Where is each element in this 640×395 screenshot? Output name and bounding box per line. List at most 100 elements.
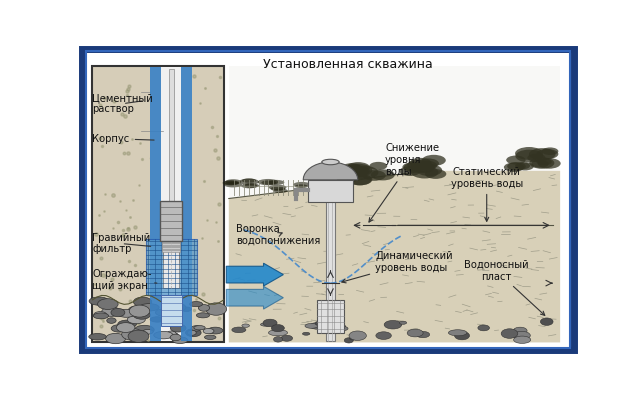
Ellipse shape	[281, 335, 292, 341]
Bar	[169, 69, 173, 233]
Ellipse shape	[116, 323, 135, 333]
Ellipse shape	[411, 166, 438, 179]
Ellipse shape	[336, 326, 348, 331]
Ellipse shape	[362, 170, 386, 181]
Ellipse shape	[527, 154, 545, 162]
Ellipse shape	[129, 305, 150, 317]
Bar	[317, 300, 344, 333]
Bar	[150, 67, 193, 341]
Ellipse shape	[399, 166, 420, 176]
Ellipse shape	[542, 147, 558, 155]
Bar	[163, 248, 180, 252]
Ellipse shape	[416, 331, 429, 338]
Ellipse shape	[118, 320, 136, 328]
Ellipse shape	[407, 160, 429, 170]
Ellipse shape	[310, 323, 324, 329]
Ellipse shape	[150, 317, 164, 322]
Polygon shape	[303, 162, 358, 180]
Ellipse shape	[273, 337, 283, 342]
Ellipse shape	[134, 297, 152, 307]
Ellipse shape	[260, 323, 271, 326]
Ellipse shape	[268, 180, 284, 185]
Ellipse shape	[349, 175, 371, 185]
Ellipse shape	[127, 316, 145, 324]
Ellipse shape	[417, 158, 439, 168]
Ellipse shape	[515, 147, 543, 160]
Ellipse shape	[89, 333, 106, 340]
Text: Снижение
уровня
воды: Снижение уровня воды	[369, 143, 439, 222]
Bar	[163, 247, 180, 250]
Ellipse shape	[531, 160, 548, 168]
Ellipse shape	[170, 334, 181, 341]
Ellipse shape	[329, 324, 346, 331]
Ellipse shape	[239, 179, 259, 185]
Ellipse shape	[242, 179, 256, 183]
Ellipse shape	[97, 299, 118, 309]
Ellipse shape	[506, 156, 525, 164]
Ellipse shape	[223, 181, 238, 185]
Ellipse shape	[422, 155, 446, 166]
Ellipse shape	[305, 324, 318, 328]
Ellipse shape	[515, 150, 543, 162]
Ellipse shape	[188, 330, 196, 335]
Ellipse shape	[346, 165, 364, 173]
Ellipse shape	[89, 297, 109, 305]
Ellipse shape	[344, 338, 353, 343]
Ellipse shape	[173, 315, 182, 320]
Ellipse shape	[347, 174, 372, 185]
Ellipse shape	[225, 179, 241, 184]
Ellipse shape	[295, 184, 308, 188]
Ellipse shape	[205, 303, 227, 315]
Bar	[308, 180, 353, 201]
Ellipse shape	[376, 332, 391, 339]
Ellipse shape	[410, 158, 431, 168]
Ellipse shape	[404, 162, 425, 172]
Ellipse shape	[128, 330, 149, 342]
Bar	[326, 188, 335, 341]
Ellipse shape	[203, 328, 214, 334]
Ellipse shape	[384, 320, 402, 329]
Bar	[163, 242, 180, 245]
Ellipse shape	[417, 164, 442, 176]
Bar	[163, 237, 180, 241]
Ellipse shape	[303, 332, 310, 335]
Ellipse shape	[93, 313, 109, 319]
Ellipse shape	[134, 325, 154, 334]
Ellipse shape	[133, 311, 150, 319]
Ellipse shape	[412, 162, 435, 173]
Ellipse shape	[403, 162, 423, 172]
Bar	[163, 243, 180, 246]
Ellipse shape	[514, 336, 531, 343]
Ellipse shape	[156, 309, 173, 316]
Bar	[163, 233, 179, 262]
Ellipse shape	[515, 162, 530, 169]
FancyArrow shape	[227, 286, 284, 309]
Ellipse shape	[269, 185, 287, 190]
Ellipse shape	[242, 324, 250, 327]
Ellipse shape	[194, 325, 205, 330]
Ellipse shape	[369, 162, 387, 170]
Bar	[146, 239, 197, 295]
Ellipse shape	[344, 164, 372, 177]
Ellipse shape	[341, 163, 362, 173]
Ellipse shape	[273, 188, 288, 193]
Ellipse shape	[478, 325, 490, 331]
Ellipse shape	[322, 159, 339, 165]
Ellipse shape	[454, 331, 470, 340]
Ellipse shape	[337, 174, 357, 183]
Bar	[161, 295, 182, 326]
Ellipse shape	[268, 330, 287, 336]
Ellipse shape	[529, 148, 556, 160]
Ellipse shape	[337, 166, 360, 177]
Ellipse shape	[143, 329, 153, 334]
Ellipse shape	[271, 186, 285, 191]
Ellipse shape	[349, 331, 366, 340]
Ellipse shape	[189, 301, 203, 307]
Bar	[163, 246, 180, 249]
Ellipse shape	[107, 318, 116, 324]
Ellipse shape	[271, 325, 284, 332]
Ellipse shape	[349, 337, 358, 340]
Ellipse shape	[170, 324, 186, 332]
Ellipse shape	[117, 309, 136, 317]
Ellipse shape	[224, 181, 239, 185]
